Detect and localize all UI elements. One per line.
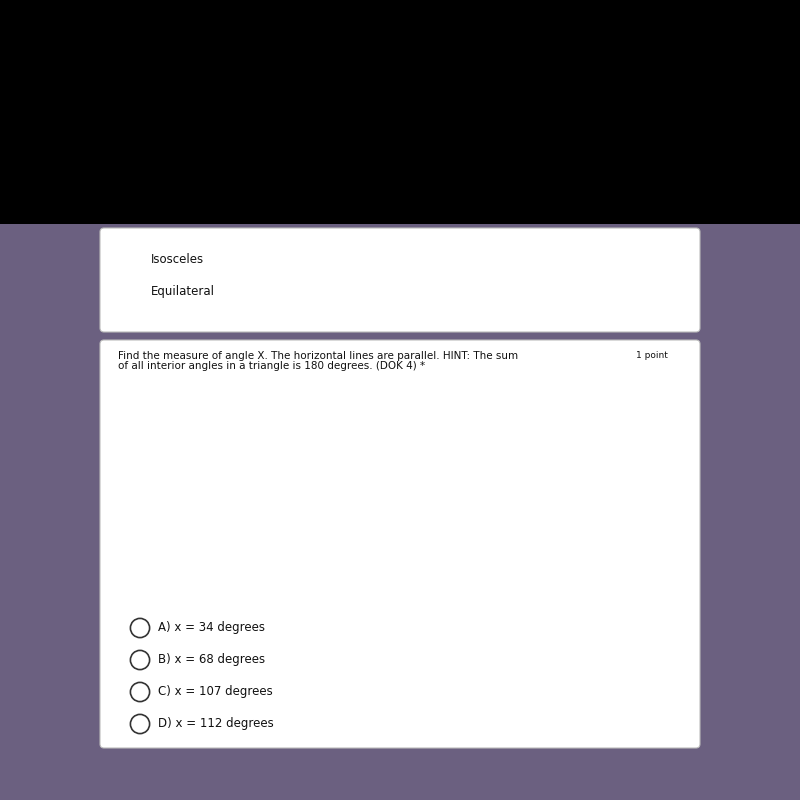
Text: of all interior angles in a triangle is 180 degrees. (DOK 4) *: of all interior angles in a triangle is … <box>118 362 426 371</box>
Text: Isosceles: Isosceles <box>150 253 203 266</box>
Text: 1 point: 1 point <box>636 351 668 361</box>
Text: Equilateral: Equilateral <box>150 285 214 298</box>
Text: 107°: 107° <box>426 403 462 418</box>
Text: A) x = 34 degrees: A) x = 34 degrees <box>158 622 266 634</box>
Text: x°: x° <box>411 518 425 530</box>
Text: D) x = 112 degrees: D) x = 112 degrees <box>158 718 274 730</box>
Text: Find the measure of angle X. The horizontal lines are parallel. HINT: The sum: Find the measure of angle X. The horizon… <box>118 351 518 361</box>
Text: B) x = 68 degrees: B) x = 68 degrees <box>158 654 266 666</box>
Text: C) x = 107 degrees: C) x = 107 degrees <box>158 686 273 698</box>
